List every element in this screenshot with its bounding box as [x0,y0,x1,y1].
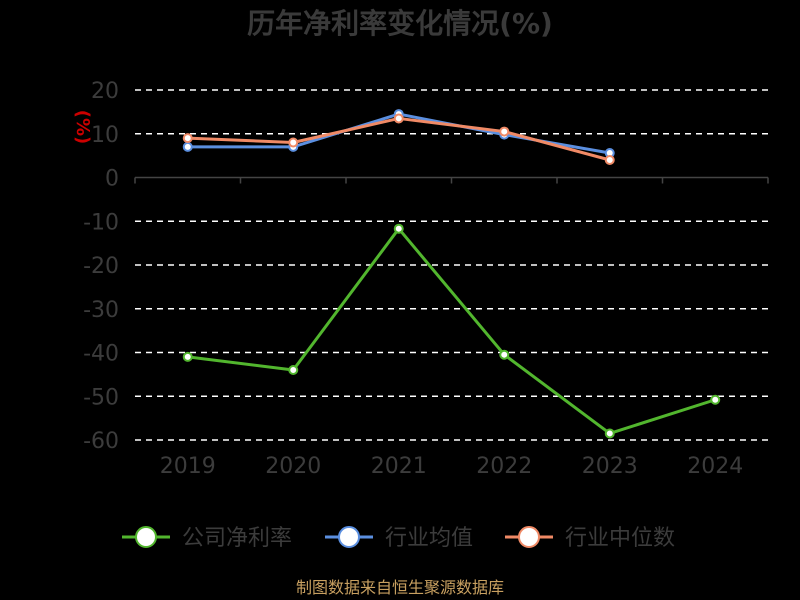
y-tick-label: -50 [83,385,119,410]
data-point [182,133,193,144]
x-tick-label: 2019 [160,454,216,479]
legend-label: 行业均值 [385,526,473,551]
y-axis-label: (%) [72,110,93,145]
legend-item: 行业中位数 [505,526,675,551]
series-layer [182,109,721,439]
x-tick-label: 2023 [582,454,638,479]
series-line [187,227,716,435]
legend-item: 公司净利率 [122,526,292,551]
series-0 [182,223,721,439]
data-point [288,137,299,148]
x-tick-label: 2022 [476,454,532,479]
data-point [393,113,404,124]
y-tick-label: -10 [83,210,119,235]
data-point [604,428,615,439]
x-tick-label: 2020 [265,454,321,479]
legend-swatch-marker [518,526,540,548]
chart-title: 历年净利率变化情况(%) [247,7,553,40]
data-point [499,126,510,137]
x-axis-tick-labels: 2019 2020 2021 2022 2023 2024 [160,454,744,479]
legend-swatch-marker [135,526,157,548]
data-point [288,365,299,375]
legend-item: 行业均值 [325,526,473,551]
x-tick-label: 2021 [371,454,427,479]
x-tick-label: 2024 [687,454,743,479]
x-axis [134,176,769,184]
data-point [499,349,510,360]
grid-lines [135,89,768,441]
data-point [393,223,404,234]
data-point [182,351,193,362]
y-tick-label: -20 [83,254,119,279]
data-point [710,394,721,405]
y-tick-label: 10 [91,123,119,148]
legend-swatch-marker [338,526,360,548]
y-tick-label: -60 [83,429,119,454]
data-point [182,141,193,152]
y-tick-label: 20 [91,79,119,104]
data-point [604,155,615,165]
series-line [187,116,611,162]
legend: 公司净利率 行业均值 行业中位数 [122,526,675,551]
source-note: 制图数据来自恒生聚源数据库 [296,578,504,597]
y-tick-label: 0 [105,167,119,192]
y-axis-tick-labels: 20 10 0 -10 -20 -30 -40 -50 -60 [83,79,119,454]
legend-label: 公司净利率 [182,526,292,551]
y-tick-label: -30 [83,298,119,323]
y-tick-label: -40 [83,342,119,367]
series-2 [182,113,615,165]
legend-label: 行业中位数 [565,526,675,551]
